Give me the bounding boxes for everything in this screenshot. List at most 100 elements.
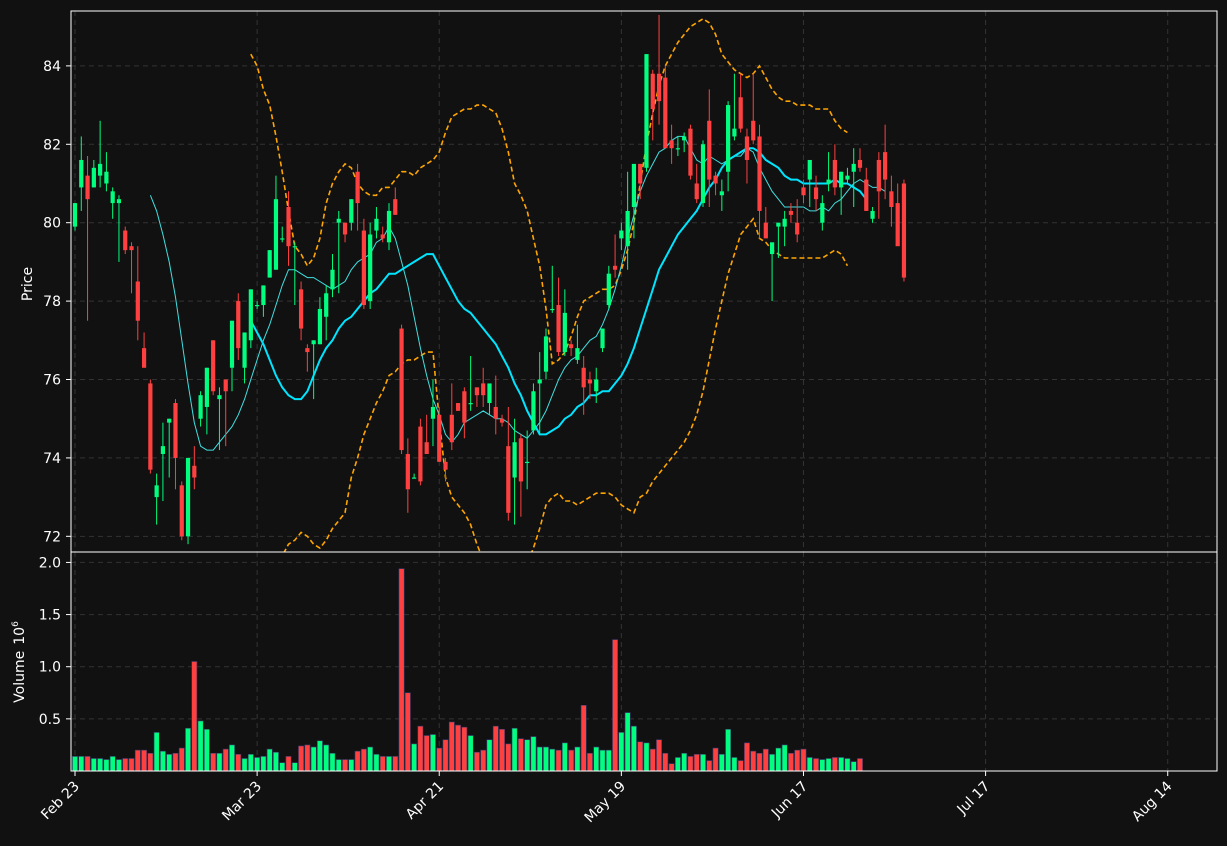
candle-body (85, 175, 90, 200)
bollinger-lower-line (283, 217, 849, 552)
candle-body (769, 242, 775, 255)
candle-body (236, 301, 241, 349)
volume-bar (423, 735, 430, 772)
candle-body (430, 406, 436, 419)
candle-body (864, 179, 869, 211)
candle-body (248, 289, 253, 341)
candle-body (418, 426, 423, 482)
volume-bar (411, 743, 418, 772)
volume-bar (831, 757, 838, 772)
volume-bar (442, 739, 449, 772)
candle-body (198, 395, 203, 419)
candle-body (839, 171, 844, 188)
candle-body (204, 367, 209, 407)
volume-bar (731, 757, 738, 772)
volume-bar (329, 752, 336, 772)
candle-body (91, 167, 96, 188)
candle-body (901, 183, 907, 278)
candle-body (79, 159, 84, 188)
volume-bar (725, 728, 732, 772)
volume-bar (549, 748, 556, 772)
candle-body (192, 465, 197, 478)
candle-body (883, 152, 888, 180)
volume-bar (599, 749, 606, 772)
fast-moving-average-line (149, 135, 886, 451)
price-panel: 72 74 76 78 80 82 84 (43, 10, 1218, 553)
candle-body (286, 207, 291, 247)
volume-bar (693, 754, 700, 772)
volume-bar (260, 756, 267, 772)
volume-bar (643, 742, 650, 772)
volume-bar (166, 754, 173, 772)
candle-body (154, 485, 159, 498)
volume-bar (197, 720, 204, 772)
candle-body (298, 289, 304, 329)
volume-bar (386, 756, 392, 772)
volume-bar (379, 756, 386, 772)
volume-bar (712, 747, 719, 772)
candle-body (229, 320, 235, 368)
candle-body (751, 120, 756, 141)
volume-bar (266, 748, 273, 772)
volume-tick-label: 1.0 (39, 660, 61, 676)
candle-body (726, 105, 731, 172)
volume-bar (637, 741, 644, 772)
volume-bar (241, 758, 248, 772)
volume-bar (404, 692, 411, 772)
volume-axis-label-text: Volume (12, 651, 28, 703)
candle-body (575, 348, 580, 360)
volume-bar (392, 756, 399, 772)
volume-bar (430, 734, 436, 772)
volume-bar (580, 704, 587, 772)
candle-body (606, 273, 611, 306)
volume-bar (455, 724, 461, 772)
volume-bar (398, 568, 405, 772)
candle-body (123, 230, 128, 251)
candle-body (72, 203, 78, 227)
volume-bar (656, 739, 662, 772)
candle-body (820, 203, 825, 223)
candle-body (129, 246, 134, 251)
candle-body (650, 73, 655, 110)
volume-panel: 0.5 1.0 1.5 2.0 (39, 551, 1218, 772)
candle-body (305, 348, 310, 353)
candle-body (845, 175, 850, 180)
volume-bar (593, 746, 600, 772)
volume-bar (360, 748, 367, 772)
candle-body (663, 77, 668, 149)
volume-bar (756, 752, 763, 772)
candle-body (211, 340, 216, 392)
candle-body (537, 379, 542, 384)
candle-body (393, 199, 398, 215)
volume-bar (216, 752, 223, 772)
candle-body (368, 234, 373, 302)
volume-bar (160, 750, 166, 772)
volume-bar (624, 712, 631, 772)
volume-bar (103, 759, 110, 772)
slow-moving-average-line (249, 147, 868, 436)
candle-body (581, 367, 586, 388)
candle-body (292, 246, 297, 248)
candle-body (487, 383, 492, 404)
candle-body (349, 199, 354, 223)
volume-bar (153, 732, 160, 772)
volume-bar (499, 728, 505, 772)
candle-body (399, 328, 404, 451)
volume-bar (474, 751, 480, 772)
volume-bar (844, 758, 851, 772)
volume-bar (825, 758, 832, 772)
volume-bar (700, 754, 706, 772)
candle-body (543, 336, 549, 372)
candle-body (782, 218, 787, 227)
volume-bar (254, 757, 261, 772)
candle-body (110, 191, 115, 204)
volume-bar (128, 758, 135, 772)
candle-body (757, 136, 762, 211)
volume-bar (561, 742, 568, 772)
candle-body (675, 148, 680, 150)
candle-body (600, 328, 605, 349)
volume-bar (800, 748, 807, 772)
candle-body (167, 418, 172, 423)
